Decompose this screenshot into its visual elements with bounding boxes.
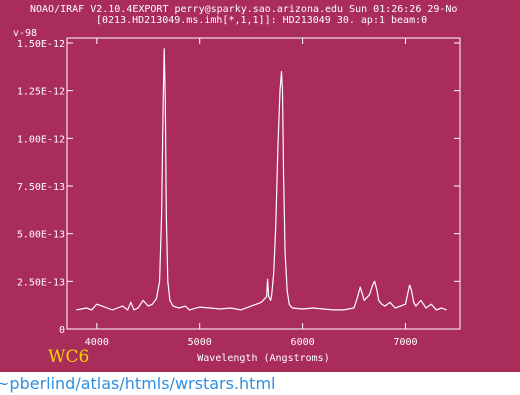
y-tick-label: 1.50E-12 xyxy=(17,39,65,50)
y-tick-label: 5.00E-13 xyxy=(17,230,65,241)
x-tick-label: 7000 xyxy=(393,337,417,348)
y-tick-label: 7.50E-13 xyxy=(17,182,65,193)
corner-label: v-98 xyxy=(13,28,38,39)
x-tick-label: 5000 xyxy=(188,337,212,348)
x-tick-label: 6000 xyxy=(291,337,315,348)
y-tick-label: 0 xyxy=(59,325,65,336)
x-axis-label: Wavelength (Angstroms) xyxy=(197,353,329,364)
iraf-header-line-1: NOAO/IRAF V2.10.4EXPORT perry@sparky.sao… xyxy=(30,4,458,15)
plot-panel: NOAO/IRAF V2.10.4EXPORT perry@sparky.sao… xyxy=(0,0,520,372)
plot-frame xyxy=(66,37,461,330)
y-tick-label: 1.25E-12 xyxy=(17,87,65,98)
caption-label: WC6 xyxy=(48,347,90,367)
url-link[interactable]: ~pberlind/atlas/htmls/wrstars.html xyxy=(0,374,276,393)
iraf-header-line-2: [0213.HD213049.ms.imh[*,1,1]]: HD213049 … xyxy=(96,15,428,26)
spectrum-line xyxy=(76,48,447,311)
y-tick-label: 1.00E-12 xyxy=(17,134,65,145)
x-tick-label: 4000 xyxy=(85,337,109,348)
y-tick-label: 2.50E-13 xyxy=(17,277,65,288)
spectrum-chart: 0 2.50E-13 5.00E-13 7.50E-13 1.00E-12 1.25E-1… xyxy=(17,37,461,364)
